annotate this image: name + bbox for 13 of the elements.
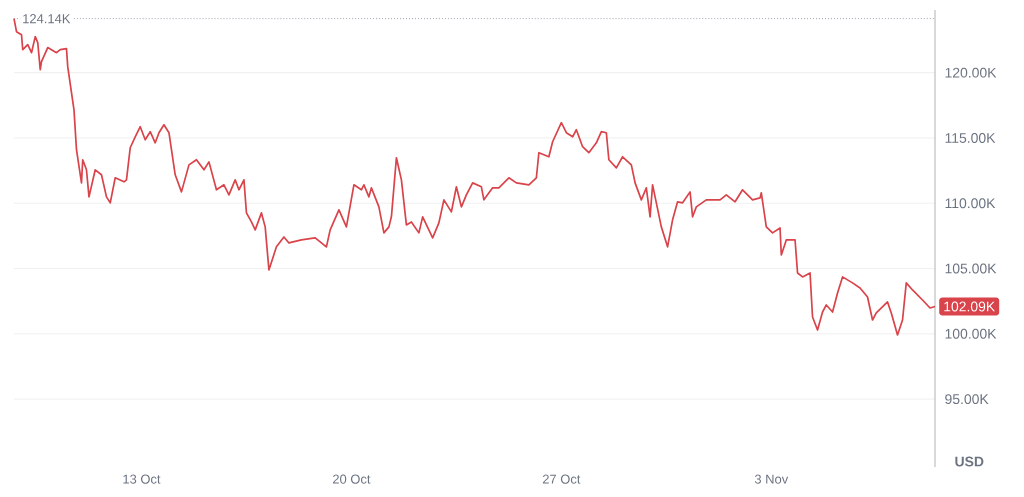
x-tick-label: 3 Nov [754,474,789,484]
y-tick-label: 120.00K [945,67,997,78]
y-axis-title: USD [955,456,984,467]
y-tick-label: 95.00K [945,394,989,405]
y-tick-label: 105.00K [945,263,997,274]
x-tick-label: 27 Oct [542,474,581,484]
annotation: 102.09K [944,301,996,312]
y-tick-label: 100.00K [945,328,997,339]
y-tick-label: 110.00K [945,198,996,209]
y-tick-label: 115.00K [945,133,996,143]
ref-line-label: 124.14K [23,14,71,24]
x-tick-label: 13 Oct [123,474,161,484]
x-tick-label: 20 Oct [332,474,371,484]
